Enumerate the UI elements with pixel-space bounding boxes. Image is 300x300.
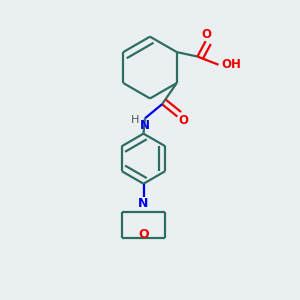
Text: OH: OH [221, 58, 241, 71]
Text: N: N [138, 197, 149, 210]
Text: N: N [140, 119, 149, 132]
Text: O: O [179, 114, 189, 127]
Text: O: O [201, 28, 211, 41]
Text: H: H [130, 115, 139, 125]
Text: O: O [138, 228, 149, 241]
